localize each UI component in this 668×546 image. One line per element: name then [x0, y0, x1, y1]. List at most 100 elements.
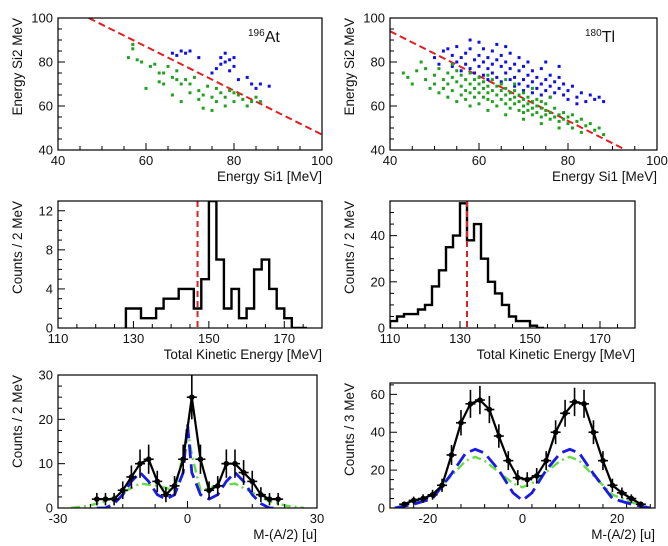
blue-point [245, 75, 249, 79]
green-point [557, 119, 561, 123]
y-tick-label: 80 [371, 55, 385, 70]
green-point [557, 113, 561, 117]
green-point [477, 102, 481, 106]
histogram-bin [239, 318, 247, 328]
blue-point [179, 49, 183, 53]
data-point [609, 482, 616, 489]
y-tick-label: 30 [39, 368, 53, 383]
data-point [128, 474, 135, 480]
data-point [154, 478, 161, 485]
green-point [481, 80, 485, 84]
blue-point [486, 56, 490, 60]
green-point [188, 91, 192, 95]
plot-area [124, 201, 307, 328]
x-tick-label: 150 [519, 331, 541, 346]
green-point [575, 119, 579, 123]
y-tick-label: 0 [46, 501, 53, 516]
data-point [214, 483, 221, 489]
blue-point [459, 56, 463, 60]
green-point [201, 106, 205, 110]
data-point [401, 501, 407, 508]
y-tick-label: 4 [46, 281, 53, 296]
blue-point [530, 69, 534, 73]
data-point [137, 460, 143, 467]
blue-point [553, 80, 557, 84]
x-axis-label: M-(A/2) [u] [253, 527, 317, 542]
blue-point [477, 64, 481, 68]
green-point [579, 117, 583, 121]
data-point [197, 456, 204, 463]
blue-point [468, 38, 472, 42]
x-axis-label: M-(A/2) [u] [591, 527, 655, 542]
blue-point [214, 67, 218, 71]
blue-point [517, 69, 521, 73]
data-point [275, 496, 281, 502]
green-point [455, 100, 459, 104]
blue-point [535, 86, 539, 90]
blue-point [446, 47, 450, 51]
green-point [490, 78, 494, 82]
green-point [228, 89, 232, 93]
green-point [526, 102, 530, 106]
x-tick-label: 20 [610, 511, 624, 526]
blue-point [473, 58, 477, 62]
data-point [562, 410, 568, 417]
blue-point [508, 67, 512, 71]
x-tick-label: 100 [646, 153, 668, 168]
blue-point [597, 95, 601, 99]
green-point [210, 108, 214, 112]
blue-point [557, 86, 561, 90]
green-point [415, 69, 419, 73]
blue-point [473, 71, 477, 75]
green-point [508, 91, 512, 95]
blue-point [197, 56, 201, 60]
green-point [433, 73, 436, 77]
blue-point [579, 91, 583, 95]
green-point [495, 93, 499, 97]
green-point [214, 86, 218, 90]
green-point [254, 95, 258, 99]
green-point [570, 126, 574, 130]
green-point [553, 115, 557, 119]
green-point [135, 58, 139, 62]
green-point [206, 84, 210, 88]
blue-point [593, 97, 597, 101]
axes-frame [57, 374, 318, 509]
green-point [223, 104, 227, 108]
x-tick-label: 80 [227, 153, 241, 168]
blue-point [575, 102, 579, 106]
data-point [249, 478, 256, 485]
green-point [464, 97, 468, 101]
green-point [522, 117, 525, 121]
blue-point [504, 71, 508, 75]
blue-point [490, 49, 494, 53]
blue-point [450, 53, 454, 57]
green-point [486, 73, 490, 77]
green-point [241, 97, 245, 101]
green-point [441, 78, 445, 82]
blue-point [517, 82, 521, 86]
blue-point [433, 56, 436, 60]
blue-point [481, 73, 485, 77]
green-point [477, 91, 481, 95]
blue-point [188, 49, 192, 53]
blue-point [513, 75, 517, 79]
data-point [628, 495, 635, 502]
blue-point [508, 78, 512, 82]
data-point [458, 419, 464, 426]
green-point [232, 100, 236, 104]
green-point [513, 89, 517, 93]
blue-point [539, 82, 543, 86]
green-point [157, 80, 161, 84]
plot-area [394, 385, 651, 508]
y-tick-label: 60 [371, 387, 385, 402]
data-point [477, 397, 483, 403]
green-point [250, 100, 254, 104]
y-tick-label: 100 [363, 11, 385, 26]
green-point [535, 111, 539, 115]
data-point [439, 482, 445, 489]
blue-point [228, 69, 232, 73]
blue-point [535, 75, 539, 79]
blue-point [232, 56, 236, 60]
